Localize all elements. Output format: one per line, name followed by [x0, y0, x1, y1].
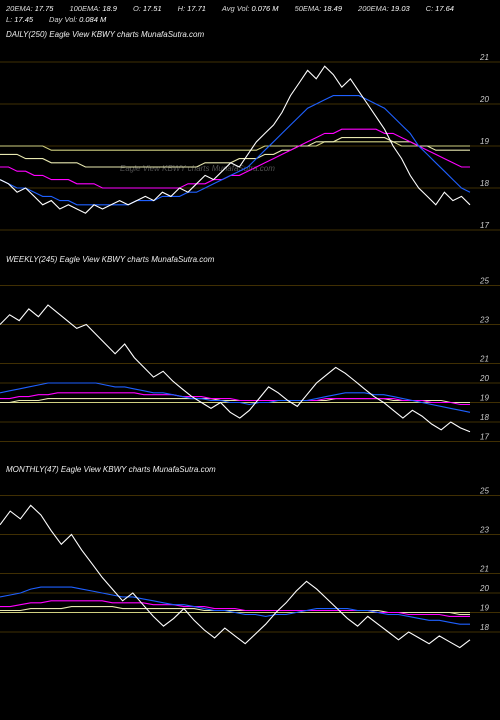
y-axis-label: 17 [480, 221, 489, 230]
y-axis-label: 20 [479, 95, 489, 104]
series-ema50 [0, 601, 470, 617]
y-axis-label: 18 [480, 179, 489, 188]
header-stat: 50EMA:18.49 [295, 4, 342, 13]
chart-svg: 17 18 19 20 21 23 25 [0, 266, 500, 461]
y-axis-label: 20 [479, 584, 489, 593]
y-axis-label: 19 [480, 604, 489, 613]
y-axis-label: 19 [480, 394, 489, 403]
series-ema50 [0, 129, 470, 188]
y-axis-label: 25 [479, 277, 489, 286]
panel-title: DAILY(250) Eagle View KBWY charts Munafa… [0, 26, 500, 41]
chart-panel: 18 19 20 21 23 25 [0, 476, 500, 671]
y-axis-label: 21 [479, 53, 489, 62]
chart-panel: 17 18 19 20 21 23 25 [0, 266, 500, 461]
chart-panel: 1718192021Eagle View KBWY charts MunafaS… [0, 41, 500, 251]
y-axis-label: 23 [479, 316, 489, 325]
ema-header: 20EMA:17.75 100EMA:18.9 O:17.51 H:17.71 Avg … [0, 0, 500, 26]
y-axis-label: 17 [480, 433, 489, 442]
chart-svg: 18 19 20 21 23 25 [0, 476, 500, 671]
y-axis-label: 21 [479, 355, 489, 364]
series-price [0, 505, 470, 647]
header-stat: H:17.71 [178, 4, 206, 13]
header-stat: 200EMA:19.03 [358, 4, 410, 13]
panel-title: MONTHLY(47) Eagle View KBWY charts Munaf… [0, 461, 500, 476]
chart-svg: 1718192021Eagle View KBWY charts MunafaS… [0, 41, 500, 251]
header-stat: L:17.45 [6, 15, 33, 24]
header-stat: Avg Vol:0.076 M [222, 4, 279, 13]
header-stat: Day Vol:0.084 M [49, 15, 106, 24]
header-stat: 100EMA:18.9 [69, 4, 116, 13]
y-axis-label: 25 [479, 487, 489, 496]
header-stat: C:17.64 [426, 4, 454, 13]
series-ema100 [0, 138, 470, 167]
series-price [0, 305, 470, 432]
y-axis-label: 21 [479, 565, 489, 574]
chart-panels: DAILY(250) Eagle View KBWY charts Munafa… [0, 26, 500, 671]
y-axis-label: 18 [480, 623, 489, 632]
header-stat: O:17.51 [133, 4, 162, 13]
y-axis-label: 18 [480, 413, 489, 422]
panel-title: WEEKLY(245) Eagle View KBWY charts Munaf… [0, 251, 500, 266]
series-ema100 [0, 607, 470, 615]
series-ema20 [0, 383, 470, 412]
y-axis-label: 19 [480, 137, 489, 146]
series-ema20 [0, 587, 470, 624]
series-price [0, 66, 470, 213]
y-axis-label: 23 [479, 526, 489, 535]
y-axis-label: 20 [479, 374, 489, 383]
header-stat: 20EMA:17.75 [6, 4, 53, 13]
